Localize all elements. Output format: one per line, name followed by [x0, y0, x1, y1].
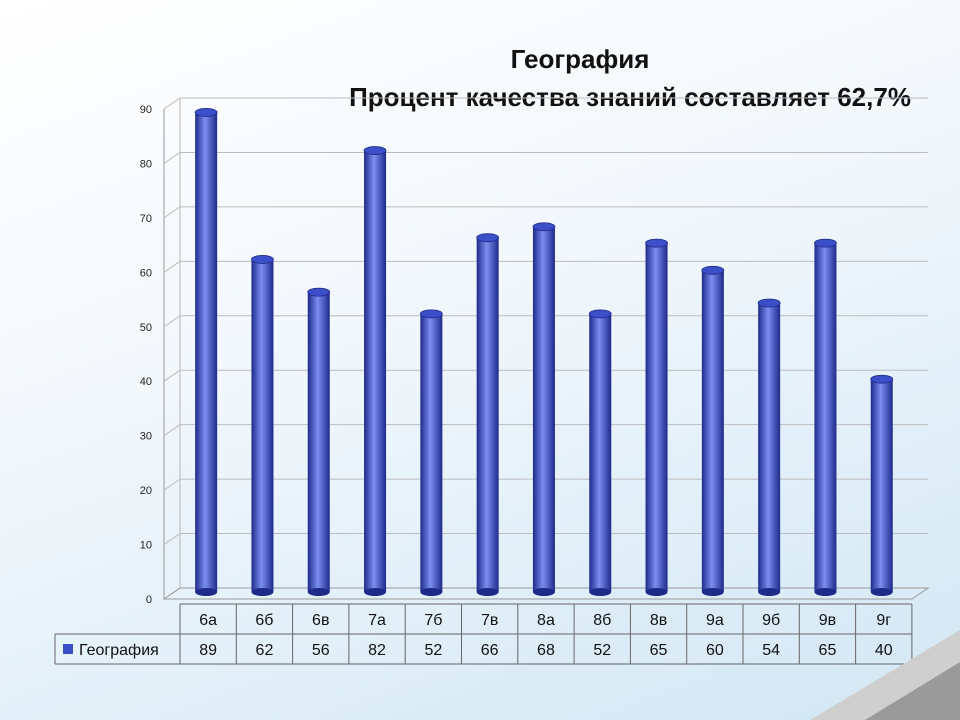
bar-base: [870, 588, 893, 596]
x-tick-label: 7а: [368, 612, 386, 629]
gridline-side: [163, 206, 181, 219]
data-value-label: 82: [368, 642, 386, 659]
chart-floor: [162, 587, 930, 600]
y-tick-label: 30: [140, 431, 152, 443]
bar: [307, 292, 330, 592]
bar-top: [363, 146, 387, 155]
x-tick-label: 6б: [255, 612, 273, 629]
data-value-label: 65: [650, 642, 668, 659]
bar-top: [419, 309, 443, 319]
bar-base: [476, 588, 499, 596]
x-tick-label: 7б: [424, 612, 442, 629]
gridline-side: [163, 369, 181, 382]
y-tick-label: 70: [140, 213, 152, 225]
bar: [701, 270, 724, 592]
bar-top: [194, 108, 218, 117]
bar-top: [701, 265, 725, 275]
x-tick-label: 7в: [481, 612, 498, 629]
gridline-side: [163, 97, 181, 110]
bar-top: [645, 238, 668, 248]
bar-base: [701, 588, 724, 596]
bar-top: [532, 222, 556, 232]
y-tick-label: 10: [140, 540, 152, 552]
chart-subtitle: Процент качества знаний составляет 62,7%: [349, 82, 911, 112]
y-tick-label: 20: [140, 485, 152, 497]
bar-top: [251, 255, 274, 264]
bar-base: [195, 588, 218, 596]
legend-swatch: [63, 644, 73, 654]
bar: [251, 259, 274, 592]
data-value-label: 52: [593, 642, 611, 659]
x-tick-label: 6а: [199, 612, 217, 629]
x-tick-label: 9в: [819, 612, 836, 629]
data-value-label: 68: [537, 642, 555, 659]
data-value-label: 62: [256, 642, 274, 659]
bar-base: [814, 588, 837, 596]
data-value-label: 54: [762, 642, 780, 659]
bar: [589, 313, 612, 592]
data-value-label: 52: [424, 642, 442, 659]
bar-top: [757, 298, 781, 308]
bar: [814, 243, 837, 592]
bar-top: [588, 309, 612, 319]
x-tick-label: 9б: [762, 612, 780, 629]
bar-base: [532, 588, 555, 596]
bar: [870, 379, 893, 592]
bar: [476, 237, 499, 592]
legend-label: География: [79, 642, 159, 659]
bar: [420, 313, 443, 592]
bar: [758, 303, 781, 592]
bar-base: [645, 588, 668, 596]
bar-base: [251, 588, 274, 596]
y-tick-label: 0: [146, 594, 152, 606]
y-tick-label: 80: [140, 158, 152, 170]
y-tick-label: 60: [140, 267, 152, 279]
bar-base: [589, 588, 612, 596]
gridline-side: [163, 260, 181, 273]
bar: [532, 226, 555, 592]
bar-base: [420, 588, 443, 596]
corner-decoration-dark: [865, 662, 960, 720]
data-value-label: 66: [481, 642, 499, 659]
bar: [195, 112, 218, 592]
bar: [645, 243, 668, 592]
chart-title: География: [510, 44, 650, 74]
bar-base: [758, 588, 781, 596]
x-tick-label: 8в: [650, 612, 667, 629]
x-tick-label: 6в: [312, 612, 329, 629]
bar-base: [307, 588, 330, 596]
y-tick-label: 40: [140, 376, 152, 388]
data-value-label: 56: [312, 642, 330, 659]
bar: [364, 150, 387, 593]
y-tick-label: 90: [140, 104, 152, 116]
bar-top: [476, 233, 500, 243]
x-tick-label: 8а: [537, 612, 555, 629]
bar-top: [870, 374, 894, 384]
x-tick-label: 9г: [876, 612, 891, 629]
x-tick-label: 8б: [593, 612, 611, 629]
gridline-side: [163, 315, 181, 328]
bar-top: [814, 238, 837, 248]
bar-top: [307, 287, 331, 297]
data-value-label: 89: [199, 642, 217, 659]
bar-base: [364, 588, 387, 596]
gridline-side: [163, 424, 181, 437]
x-tick-label: 9а: [706, 612, 724, 629]
data-value-label: 60: [706, 642, 724, 659]
y-tick-label: 50: [140, 322, 152, 334]
gridline-side: [163, 533, 181, 545]
gridline-side: [163, 152, 181, 164]
gridline-side: [163, 478, 181, 491]
